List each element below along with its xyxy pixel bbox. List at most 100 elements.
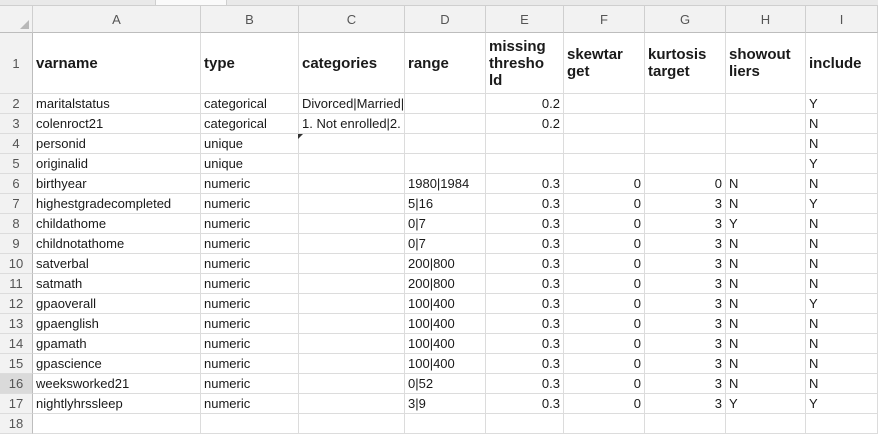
row-header[interactable]: 4 xyxy=(0,134,33,154)
cell-c[interactable] xyxy=(299,374,405,394)
row-header[interactable]: 11 xyxy=(0,274,33,294)
cell-f[interactable]: 0 xyxy=(564,394,645,414)
cell-e[interactable]: 0.2 xyxy=(486,114,564,134)
cell-f[interactable]: 0 xyxy=(564,314,645,334)
cell-d[interactable]: 0|52 xyxy=(405,374,486,394)
cell-g[interactable] xyxy=(645,414,726,434)
cell-f[interactable] xyxy=(564,114,645,134)
cell-f[interactable]: 0 xyxy=(564,374,645,394)
cell-e[interactable]: 0.3 xyxy=(486,274,564,294)
cell-i[interactable]: N xyxy=(806,374,878,394)
row-header[interactable]: 18 xyxy=(0,414,33,434)
cell-i[interactable]: Y xyxy=(806,294,878,314)
column-header-f[interactable]: F xyxy=(564,6,645,33)
cell-a[interactable]: personid xyxy=(33,134,201,154)
cell-h[interactable] xyxy=(726,414,806,434)
cell-b[interactable]: numeric xyxy=(201,274,299,294)
cell-f[interactable]: 0 xyxy=(564,334,645,354)
sheet-tab-fragment[interactable] xyxy=(155,0,227,5)
cell-e[interactable]: 0.2 xyxy=(486,94,564,114)
cell-f[interactable]: 0 xyxy=(564,254,645,274)
cell-c[interactable] xyxy=(299,394,405,414)
column-header-i[interactable]: I xyxy=(806,6,878,33)
cell-d[interactable]: 100|400 xyxy=(405,294,486,314)
cell-d[interactable]: 5|16 xyxy=(405,194,486,214)
cell-e[interactable]: 0.3 xyxy=(486,194,564,214)
cell-e[interactable] xyxy=(486,414,564,434)
cell-b[interactable]: numeric xyxy=(201,174,299,194)
cell-f[interactable]: 0 xyxy=(564,214,645,234)
cell-c[interactable] xyxy=(299,254,405,274)
header-cell-h[interactable]: showout liers xyxy=(726,33,806,94)
cell-e[interactable]: 0.3 xyxy=(486,394,564,414)
header-cell-i[interactable]: include xyxy=(806,33,878,94)
row-header[interactable]: 16 xyxy=(0,374,33,394)
cell-g[interactable] xyxy=(645,94,726,114)
cell-d[interactable] xyxy=(405,414,486,434)
cell-a[interactable]: gpaoverall xyxy=(33,294,201,314)
row-header[interactable]: 13 xyxy=(0,314,33,334)
cell-i[interactable]: Y xyxy=(806,94,878,114)
cell-f[interactable]: 0 xyxy=(564,234,645,254)
cell-b[interactable]: numeric xyxy=(201,354,299,374)
cell-d[interactable]: 100|400 xyxy=(405,314,486,334)
cell-g[interactable]: 3 xyxy=(645,214,726,234)
cell-b[interactable]: numeric xyxy=(201,334,299,354)
header-cell-a[interactable]: varname xyxy=(33,33,201,94)
cell-b[interactable]: numeric xyxy=(201,374,299,394)
cell-f[interactable] xyxy=(564,134,645,154)
cell-f[interactable]: 0 xyxy=(564,294,645,314)
cell-i[interactable]: N xyxy=(806,114,878,134)
cell-a[interactable]: nightlyhrssleep xyxy=(33,394,201,414)
cell-i[interactable]: N xyxy=(806,334,878,354)
cell-h[interactable]: N xyxy=(726,254,806,274)
cell-d[interactable]: 1980|1984 xyxy=(405,174,486,194)
cell-h[interactable]: N xyxy=(726,294,806,314)
cell-d[interactable] xyxy=(405,94,486,114)
cell-b[interactable]: categorical xyxy=(201,114,299,134)
cell-f[interactable] xyxy=(564,414,645,434)
cell-d[interactable]: 0|7 xyxy=(405,234,486,254)
row-header[interactable]: 15 xyxy=(0,354,33,374)
cell-f[interactable]: 0 xyxy=(564,174,645,194)
cell-d[interactable]: 3|9 xyxy=(405,394,486,414)
row-header[interactable]: 17 xyxy=(0,394,33,414)
cell-i[interactable] xyxy=(806,414,878,434)
cell-e[interactable]: 0.3 xyxy=(486,234,564,254)
cell-b[interactable]: numeric xyxy=(201,254,299,274)
cell-e[interactable]: 0.3 xyxy=(486,174,564,194)
cell-c[interactable] xyxy=(299,314,405,334)
cell-c[interactable] xyxy=(299,354,405,374)
cell-i[interactable]: N xyxy=(806,274,878,294)
row-header[interactable]: 12 xyxy=(0,294,33,314)
cell-i[interactable]: Y xyxy=(806,154,878,174)
cell-e[interactable]: 0.3 xyxy=(486,214,564,234)
cell-c[interactable] xyxy=(299,334,405,354)
cell-d[interactable]: 200|800 xyxy=(405,254,486,274)
cell-b[interactable]: numeric xyxy=(201,194,299,214)
cell-h[interactable]: N xyxy=(726,374,806,394)
cell-i[interactable]: N xyxy=(806,314,878,334)
row-header[interactable]: 9 xyxy=(0,234,33,254)
row-header[interactable]: 3 xyxy=(0,114,33,134)
cell-h[interactable] xyxy=(726,154,806,174)
row-header[interactable]: 14 xyxy=(0,334,33,354)
cell-g[interactable]: 3 xyxy=(645,254,726,274)
cell-c[interactable] xyxy=(299,214,405,234)
header-cell-e[interactable]: missing thresho ld xyxy=(486,33,564,94)
cell-i[interactable]: Y xyxy=(806,394,878,414)
column-header-c[interactable]: C xyxy=(299,6,405,33)
cell-a[interactable]: colenroct21 xyxy=(33,114,201,134)
cell-c[interactable] xyxy=(299,234,405,254)
cell-e[interactable]: 0.3 xyxy=(486,334,564,354)
cell-g[interactable] xyxy=(645,134,726,154)
cell-e[interactable] xyxy=(486,154,564,174)
column-header-g[interactable]: G xyxy=(645,6,726,33)
cell-a[interactable] xyxy=(33,414,201,434)
row-header[interactable]: 10 xyxy=(0,254,33,274)
cell-h[interactable]: Y xyxy=(726,394,806,414)
cell-a[interactable]: childathome xyxy=(33,214,201,234)
cell-h[interactable]: N xyxy=(726,354,806,374)
cell-d[interactable] xyxy=(405,154,486,174)
cell-b[interactable]: unique xyxy=(201,154,299,174)
